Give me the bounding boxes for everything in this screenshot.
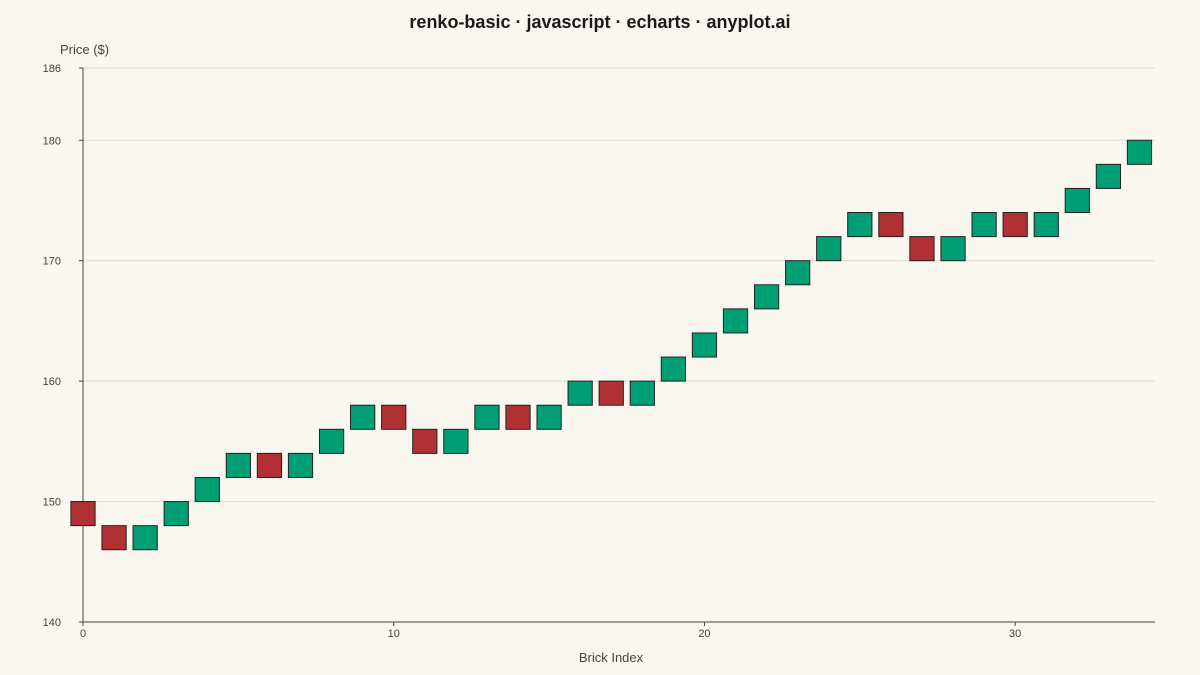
brick-up: [629, 380, 655, 406]
brick-up: [753, 284, 780, 310]
y-tick-label: 186: [43, 63, 61, 75]
brick-up: [287, 452, 314, 478]
y-axis-label: Price ($): [60, 42, 109, 57]
brick-up: [536, 404, 562, 430]
brick-up: [1126, 139, 1153, 165]
brick-up: [474, 404, 500, 430]
x-tick-label: 20: [698, 628, 710, 640]
brick-down: [256, 452, 283, 478]
chart-title: renko-basic · javascript · echarts · any…: [409, 12, 790, 32]
y-tick-label: 180: [43, 135, 61, 147]
x-tick-label: 30: [1009, 628, 1021, 640]
brick-up: [660, 356, 686, 382]
brick-up: [1033, 212, 1059, 238]
brick-up: [691, 332, 718, 358]
brick-down: [878, 212, 904, 238]
brick-up: [350, 404, 376, 430]
brick-up: [1095, 163, 1122, 189]
brick-up: [567, 380, 593, 406]
grid-lines: [83, 67, 1155, 503]
brick-up: [194, 476, 220, 503]
brick-up: [847, 212, 873, 238]
brick-up: [225, 452, 251, 478]
brick-up: [318, 428, 345, 454]
y-tick-label: 140: [43, 617, 61, 629]
brick-up: [816, 236, 842, 262]
bricks: [70, 139, 1153, 551]
brick-down: [505, 404, 531, 430]
x-tick-label: 10: [388, 628, 400, 640]
brick-up: [971, 212, 997, 238]
brick-up: [785, 260, 811, 286]
brick-down: [598, 380, 624, 406]
brick-down: [1002, 212, 1028, 238]
brick-up: [443, 428, 469, 454]
x-tick-label: 0: [80, 628, 86, 640]
brick-down: [381, 404, 407, 430]
brick-up: [1064, 187, 1090, 214]
brick-down: [909, 236, 935, 262]
y-tick-label: 170: [43, 256, 61, 268]
brick-up: [163, 501, 189, 527]
brick-down: [101, 525, 127, 551]
y-tick-label: 150: [43, 497, 61, 509]
y-tick-label: 160: [43, 376, 61, 388]
brick-up: [722, 308, 749, 334]
tick-labels: 140 150 160 170 180 186 0 10 20 30: [43, 63, 1022, 640]
brick-down: [412, 428, 438, 454]
axes: [79, 67, 1155, 626]
brick-up: [940, 236, 966, 262]
brick-up: [132, 525, 158, 551]
brick-down: [70, 501, 96, 527]
x-axis-label: Brick Index: [579, 650, 644, 665]
